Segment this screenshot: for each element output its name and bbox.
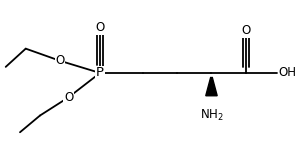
Text: O: O xyxy=(55,54,65,67)
Text: O: O xyxy=(95,21,105,34)
Text: NH$_2$: NH$_2$ xyxy=(200,108,224,123)
Text: OH: OH xyxy=(279,66,297,79)
Text: O: O xyxy=(241,24,250,37)
Text: P: P xyxy=(96,66,104,79)
Text: O: O xyxy=(64,91,73,104)
Polygon shape xyxy=(206,78,217,96)
